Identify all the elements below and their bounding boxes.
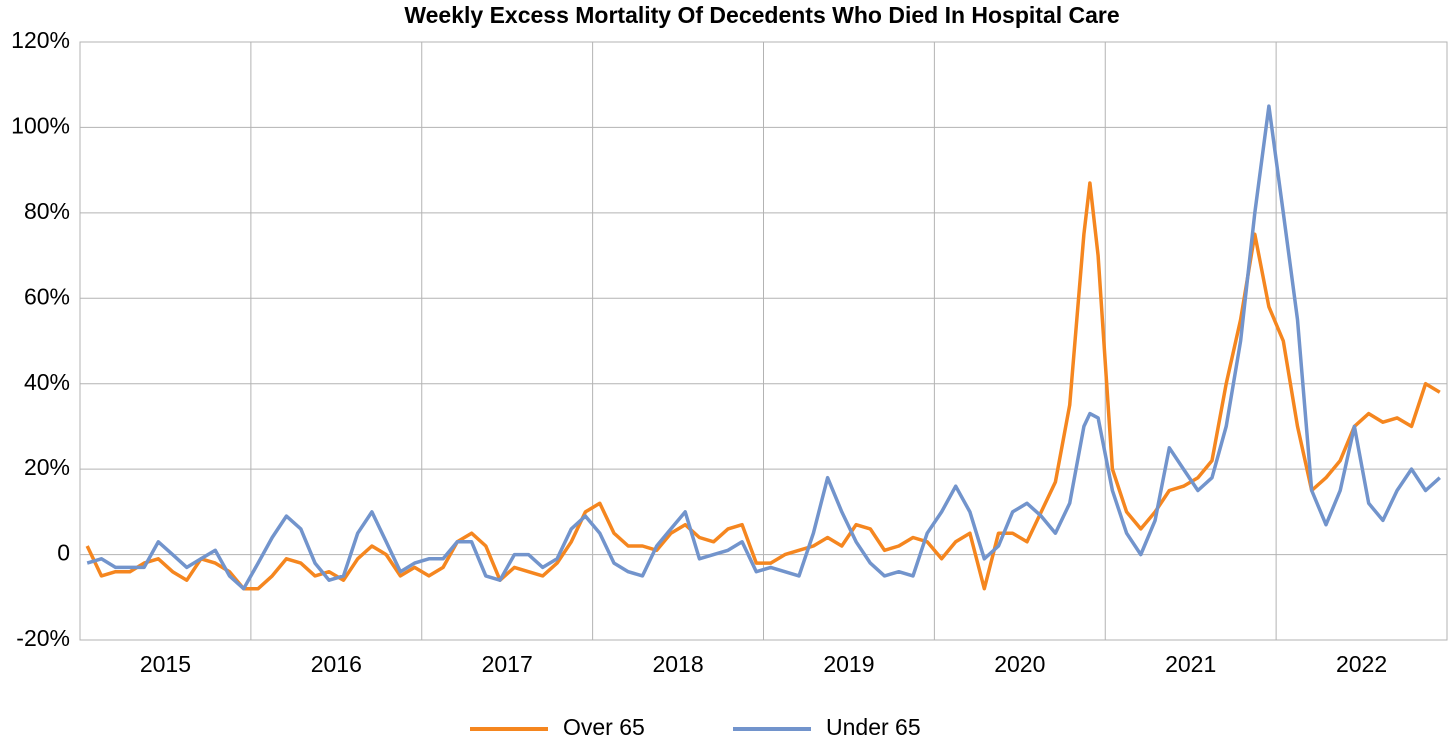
legend-label: Over 65	[563, 714, 645, 740]
x-tick-label: 2018	[652, 651, 703, 677]
y-tick-label: 60%	[24, 283, 70, 309]
line-series	[86, 104, 1441, 591]
y-tick-label: -20%	[16, 625, 70, 651]
y-tick-label: 20%	[24, 454, 70, 480]
y-tick-label: 100%	[11, 113, 70, 139]
x-tick-label: 2022	[1336, 651, 1387, 677]
y-tick-label: 40%	[24, 369, 70, 395]
line-series	[85, 181, 1441, 591]
x-tick-label: 2017	[482, 651, 533, 677]
x-tick-label: 2019	[823, 651, 874, 677]
plot-frame	[79, 41, 1448, 641]
x-tick-label: 2015	[140, 651, 191, 677]
x-tick-label: 2016	[311, 651, 362, 677]
y-tick-label: 0	[57, 540, 70, 566]
x-tick-label: 2020	[994, 651, 1045, 677]
x-tick-label: 2021	[1165, 651, 1216, 677]
chart-title: Weekly Excess Mortality Of Decedents Who…	[404, 2, 1119, 28]
y-tick-label: 80%	[24, 198, 70, 224]
legend-label: Under 65	[826, 714, 921, 740]
y-tick-label: 120%	[11, 27, 70, 53]
